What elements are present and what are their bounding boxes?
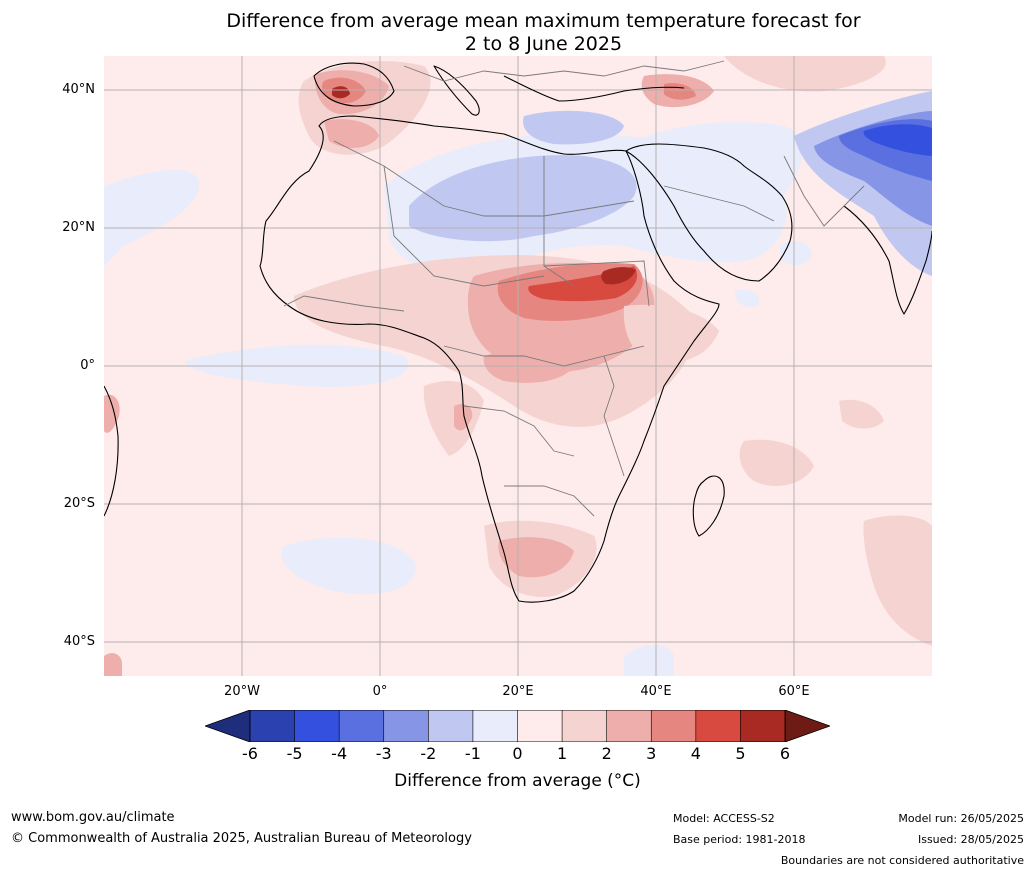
colorbar-tick-label: 0 [512, 744, 523, 763]
coastlines [104, 62, 932, 603]
lon-label-0: 0° [372, 684, 388, 699]
colorbar-bin [695, 709, 742, 743]
colorbar-bins [249, 709, 786, 743]
colorbar-svg [203, 709, 832, 743]
map-svg [104, 56, 932, 676]
colorbar [203, 709, 832, 743]
south-atlantic-warm [104, 653, 122, 676]
colorbar-bin [338, 709, 385, 743]
lon-label-20w: 20°W [224, 684, 260, 699]
lon-label-20e: 20°E [502, 684, 534, 699]
indian-ocean-warm-3 [863, 515, 932, 646]
boundary-east-africa [603, 355, 625, 477]
footer-url[interactable]: www.bom.gov.au/climate [11, 810, 175, 825]
lat-label-40s: 40°S [63, 634, 95, 649]
morocco-warm [324, 119, 379, 148]
lat-label-20n: 20°N [62, 220, 95, 235]
political-boundaries [283, 60, 865, 517]
colorbar-bin [606, 709, 652, 743]
iberia-warm-core [332, 86, 350, 99]
footer-base-period: Base period: 1981-2018 [673, 833, 806, 846]
graticule [104, 56, 932, 676]
colorbar-tick-label: -4 [331, 744, 348, 763]
boundary-sahara [383, 165, 545, 287]
eastern-med-cool [523, 110, 624, 145]
colorbar-bin [650, 709, 697, 743]
southern-ocean-cool [624, 644, 674, 676]
lon-label-40e: 40°E [640, 684, 672, 699]
title-line-2: 2 to 8 June 2025 [464, 33, 623, 55]
boundary-drc-angola [463, 405, 575, 457]
africa-coastline [259, 115, 720, 603]
chart-title: Difference from average mean maximum tem… [0, 10, 1035, 56]
iberia-coastline [313, 62, 395, 107]
colorbar-bin [740, 709, 786, 743]
north-africa-cool-core [409, 155, 637, 242]
footer-copyright: © Commonwealth of Australia 2025, Austra… [11, 831, 472, 846]
south-america-edge [104, 385, 119, 517]
colorbar-bin [561, 709, 608, 743]
boundary-europe [403, 60, 725, 82]
colorbar-tick-label: -6 [242, 744, 258, 763]
negative-anomaly-layer [104, 91, 932, 676]
colorbar-tick-label: 6 [779, 744, 791, 763]
colorbar-bin [472, 709, 519, 743]
arabia-coastline [625, 143, 793, 282]
footer-model-run: Model run: 26/05/2025 [898, 812, 1024, 825]
lon-label-60e: 60°E [778, 684, 810, 699]
colorbar-min-extend [203, 709, 251, 743]
footer-issued: Issued: 28/05/2025 [917, 833, 1024, 846]
mozambique-channel-cool [734, 289, 760, 308]
forecast-map [104, 56, 932, 676]
colorbar-bin [517, 709, 563, 743]
south-asia-cool-core [863, 124, 932, 156]
arabia-cool [623, 122, 803, 215]
angola-coast-warm [423, 381, 484, 456]
boundary-southern-africa [504, 485, 595, 517]
lat-label-40n: 40°N [62, 82, 95, 97]
colorbar-bin [294, 709, 340, 743]
colorbar-max-extend [784, 709, 832, 743]
atlantic-cool-patch [104, 169, 200, 266]
sudan-warm-core [601, 267, 636, 285]
colorbar-bin [249, 709, 296, 743]
indian-ocean-warm-1 [739, 439, 814, 486]
southern-africa-warm-core [498, 537, 574, 578]
boundary-arabia [663, 185, 775, 222]
india-coastline [843, 205, 932, 315]
colorbar-tick-label: 4 [690, 744, 701, 763]
east-africa-warm [623, 304, 719, 363]
colorbar-tick-label: -1 [464, 744, 481, 763]
colorbar-tick-label: -3 [375, 744, 392, 763]
angola-warm-core [454, 404, 473, 431]
colorbar-bin [428, 709, 474, 743]
colorbar-tick-label: -5 [286, 744, 303, 763]
boundary-west-africa [283, 295, 405, 312]
colorbar-tick-label: -2 [420, 744, 437, 763]
europe-warm [724, 56, 886, 92]
italy-coastline [433, 65, 480, 116]
boundary-central-africa [443, 345, 645, 367]
lat-label-20s: 20°S [63, 496, 95, 511]
south-atlantic-cool [281, 537, 416, 595]
boundary-iran-pakistan [783, 155, 865, 227]
colorbar-bin [383, 709, 429, 743]
colorbar-tick-label: 5 [735, 744, 746, 763]
madagascar-coastline [692, 475, 725, 537]
footer-model: Model: ACCESS-S2 [673, 812, 775, 825]
colorbar-tick-label: 2 [601, 744, 612, 763]
lat-label-0: 0° [80, 358, 95, 373]
indian-ocean-warm-2 [839, 399, 884, 429]
title-line-1: Difference from average mean maximum tem… [226, 10, 861, 32]
colorbar-tick-label: 3 [646, 744, 657, 763]
footer-disclaimer: Boundaries are not considered authoritat… [780, 854, 1024, 867]
colorbar-tick-label: 1 [556, 744, 568, 763]
boundary-sudan [543, 260, 650, 307]
drc-warm [483, 350, 574, 383]
positive-anomaly-layer [104, 56, 932, 676]
greece-turkey-coastline [503, 75, 685, 102]
colorbar-title: Difference from average (°C) [394, 771, 641, 791]
